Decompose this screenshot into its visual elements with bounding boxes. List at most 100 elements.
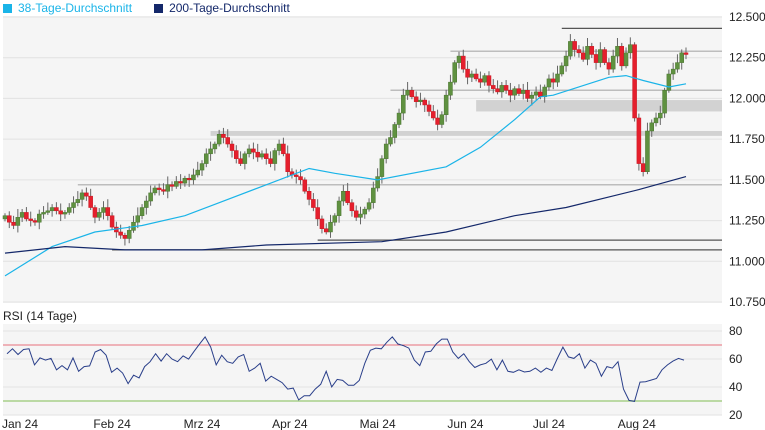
candle-up [66, 207, 72, 213]
candle-down [229, 143, 235, 151]
legend-label-ma200: 200-Tage-Durchschnitt [169, 1, 290, 15]
candle-down [225, 137, 230, 145]
candle-up [388, 137, 393, 145]
candle-down [109, 215, 115, 228]
candle-down [516, 88, 522, 94]
candle-down [221, 134, 226, 138]
candle-down [323, 228, 329, 233]
x-tick-label: Aug 24 [618, 417, 656, 430]
ma200-line [4, 176, 687, 254]
candle-up [628, 44, 633, 54]
candle-up [670, 68, 676, 75]
candle-down [58, 210, 63, 215]
candle-up [75, 199, 81, 203]
candle-up [332, 215, 338, 223]
candle-down [24, 212, 29, 220]
y-tick-label: 11.500 [729, 173, 765, 187]
candle-down [491, 85, 496, 89]
candle-down [118, 231, 123, 236]
candle-down [268, 158, 273, 164]
candle-up [259, 153, 265, 158]
support-zone [210, 131, 722, 136]
legend-item-ma200[interactable]: 200-Tage-Durchschnitt [154, 1, 290, 15]
candle-down [186, 177, 192, 181]
rsi-y-tick-label: 40 [729, 380, 743, 394]
candle-up [653, 117, 659, 124]
candle-down [572, 41, 577, 50]
candle-up [623, 52, 629, 67]
y-tick-label: 12.000 [729, 91, 765, 105]
candle-down [461, 55, 466, 70]
candle-down [161, 189, 166, 192]
candles [2, 34, 689, 246]
candle-up [195, 169, 200, 176]
candle-up [49, 207, 55, 212]
candle-up [212, 143, 218, 150]
candle-up [610, 55, 616, 70]
legend-item-ma38[interactable]: 38-Tage-Durchschnitt [3, 1, 132, 15]
y-tick-label: 10.750 [729, 295, 765, 309]
candle-up [62, 212, 68, 215]
rsi-title: RSI (14 Tage) [3, 309, 77, 323]
candle-up [679, 52, 684, 63]
candle-down [422, 99, 427, 106]
candle-up [615, 46, 620, 57]
candle-down [54, 207, 59, 212]
candle-down [353, 210, 359, 218]
candle-down [302, 179, 308, 192]
x-tick-label: Mrz 24 [184, 417, 221, 430]
candle-down [580, 52, 586, 60]
candle-up [499, 85, 505, 93]
candle-up [396, 112, 402, 125]
candle-down [92, 207, 98, 218]
candle-down [632, 44, 637, 119]
candle-up [375, 176, 380, 189]
candle-up [469, 73, 475, 78]
y-tick-label: 11.000 [729, 254, 765, 268]
candle-up [71, 202, 76, 208]
candle-down [169, 184, 175, 187]
candle-down [255, 151, 260, 158]
candle-down [306, 191, 312, 200]
candle-up [101, 207, 106, 213]
rsi-y-tick-label: 80 [729, 324, 743, 338]
x-tick-label: Apr 24 [272, 417, 308, 430]
candle-up [174, 181, 179, 187]
candle-up [139, 207, 145, 216]
candle-up [401, 94, 406, 114]
candle-up [482, 75, 487, 83]
candle-up [246, 148, 252, 155]
candle-up [165, 184, 171, 192]
candle-up [204, 153, 209, 164]
x-tick-label: Jan 24 [2, 417, 38, 430]
x-tick-label: Mai 24 [360, 417, 396, 430]
main-plot-area [3, 16, 722, 303]
candle-up [533, 91, 539, 96]
candle-up [529, 94, 535, 99]
candle-down [550, 78, 556, 83]
candle-down [426, 104, 432, 112]
candle-up [272, 150, 278, 164]
candle-up [152, 187, 158, 194]
candle-down [473, 73, 479, 80]
candle-up [379, 158, 385, 177]
candle-down [486, 75, 492, 86]
candle-down [431, 111, 436, 119]
y-tick-label: 11.250 [729, 214, 765, 228]
candle-up [563, 55, 569, 67]
candle-up [542, 86, 547, 98]
chart-legend: 38-Tage-Durchschnitt 200-Tage-Durchschni… [3, 0, 312, 16]
candle-down [508, 90, 513, 96]
x-tick-label: Jun 24 [447, 417, 483, 430]
candle-up [45, 210, 51, 213]
rsi-y-tick-label: 60 [729, 352, 743, 366]
x-tick-label: Jul 24 [533, 417, 565, 430]
candle-down [465, 68, 470, 78]
candle-up [675, 62, 680, 70]
candle-down [11, 221, 16, 226]
y-tick-label: 11.750 [729, 132, 765, 146]
candle-down [298, 176, 303, 181]
candle-down [593, 54, 599, 63]
candle-down [413, 96, 419, 102]
